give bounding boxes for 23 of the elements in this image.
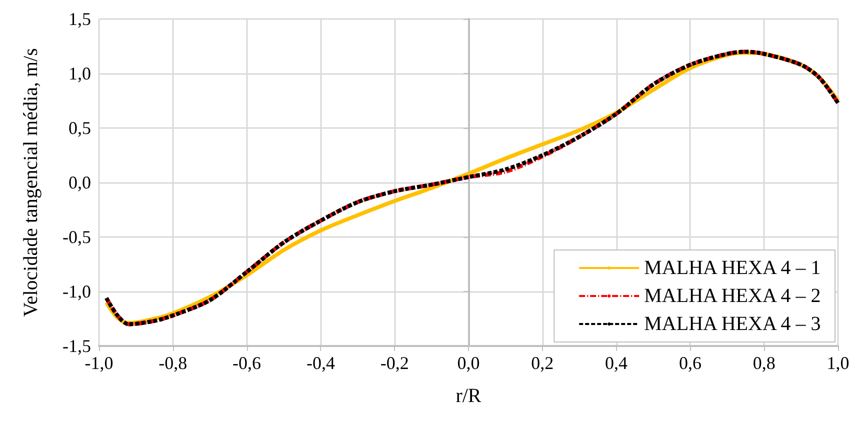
x-tick-label: 0,6 (678, 353, 702, 373)
x-tick-label: -0,6 (232, 353, 262, 373)
x-tick-label: 0,2 (531, 353, 554, 373)
x-tick-label: -0,8 (158, 353, 188, 373)
legend-label: MALHA HEXA 4 – 2 (644, 285, 821, 307)
legend-label: MALHA HEXA 4 – 3 (644, 313, 821, 335)
x-tick-label: -0,4 (306, 353, 335, 373)
x-tick-label: 0,0 (457, 353, 480, 373)
x-tick-label: -0,2 (380, 353, 409, 373)
legend-label: MALHA HEXA 4 – 1 (644, 257, 821, 279)
x-axis-title: r/R (456, 385, 482, 407)
y-tick-label: 1,5 (68, 9, 91, 29)
y-tick-label: 1,0 (68, 64, 91, 84)
y-tick-label: -0,5 (62, 227, 91, 247)
x-tick-label: -1,0 (84, 353, 114, 373)
x-tick-label: 1,0 (826, 353, 850, 373)
y-tick-label: 0,5 (68, 118, 91, 138)
y-axis-title: Velocidade tangencial média, m/s (20, 48, 42, 317)
x-tick-label: 0,8 (752, 353, 776, 373)
y-tick-label: -1,0 (62, 282, 91, 302)
x-tick-label: 0,4 (605, 353, 628, 373)
y-tick-label: -1,5 (62, 336, 91, 356)
y-tick-label: 0,0 (68, 172, 91, 192)
